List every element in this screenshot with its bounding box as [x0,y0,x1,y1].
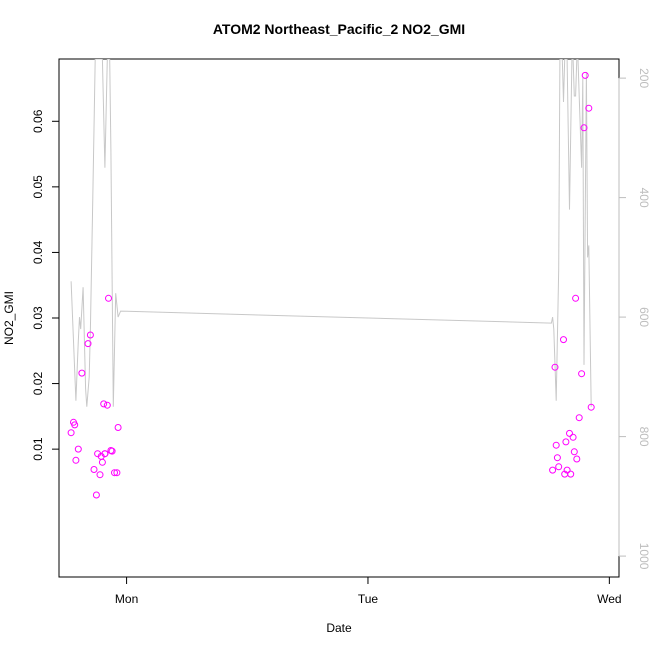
y-tick-label: 0.04 [31,240,45,264]
no2-point [566,429,573,437]
y2-tick-label: 800 [637,427,650,447]
y-tick-label: 0.02 [31,372,45,396]
no2-point [86,331,94,339]
no2-point [569,433,577,441]
no2-point [103,401,111,409]
no2-point [72,456,80,464]
no2-point [578,370,586,378]
no2-point [560,336,567,344]
y-tick-label: 0.01 [31,437,45,461]
no2-point [78,369,86,377]
plot-frame [58,58,620,578]
no2-point [555,463,563,471]
no2-point [563,466,571,474]
plot-content [67,59,595,499]
no2-point [111,469,118,477]
altitude-line [70,59,592,407]
chart-title: ATOM2 Northeast_Pacific_2 NO2_GMI [213,21,465,37]
y2-tick-label: 1000 [637,543,650,570]
plot-clipped [67,59,595,499]
no2-point [90,466,98,473]
no2-point [71,421,79,429]
x-tick-label: Tue [358,592,379,606]
y-tick-label: 0.05 [31,175,45,199]
no2-point [549,466,557,474]
no2-point [581,71,589,79]
y2-tick-label: 400 [637,188,650,208]
y-tick-label: 0.06 [31,109,45,133]
x-tick-label: Mon [115,592,138,606]
no2-point [580,124,588,132]
no2-point [573,455,581,463]
no2-point [92,491,100,499]
no2-point [570,448,578,456]
no2-point [114,424,122,431]
no2-point [562,438,570,446]
x-axis-label: Date [326,621,352,635]
no2-point [84,340,92,348]
no2-point [587,403,595,411]
no2-point [100,400,108,408]
no2-point [113,469,121,477]
y-axis-label: NO2_GMI [2,291,16,345]
no2-point [551,363,559,371]
no2-point [552,441,560,449]
no2-point [98,458,106,466]
no2-point [108,447,116,455]
no2-point [105,294,112,302]
y2-tick-label: 200 [637,68,650,88]
no2-point [101,450,109,458]
y2-tick-label: 600 [637,307,650,327]
no2-point [553,454,561,462]
no2-point [567,470,575,478]
no2-point [67,429,75,437]
no2-point [575,414,583,422]
y-tick-label: 0.03 [31,306,45,330]
no2-point [74,445,82,453]
no2-point [572,294,580,302]
no2-point [585,104,593,112]
no2-point [96,471,104,479]
x-tick-label: Wed [597,592,621,606]
axes: 0.01 0.02 0.03 0.04 0.05 0.06 200 400 600 800 1000… [31,68,650,606]
